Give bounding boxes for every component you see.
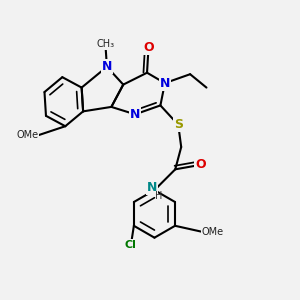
Text: Cl: Cl: [125, 240, 137, 250]
Text: H: H: [155, 191, 163, 201]
Text: O: O: [143, 41, 154, 54]
Text: N: N: [147, 181, 158, 194]
Text: O: O: [195, 158, 206, 171]
Text: S: S: [174, 118, 183, 131]
Text: N: N: [102, 60, 112, 73]
Text: OMe: OMe: [16, 130, 38, 140]
Text: N: N: [160, 76, 170, 90]
Text: CH₃: CH₃: [96, 40, 115, 50]
Text: N: N: [130, 108, 140, 121]
Text: OMe: OMe: [202, 227, 224, 237]
